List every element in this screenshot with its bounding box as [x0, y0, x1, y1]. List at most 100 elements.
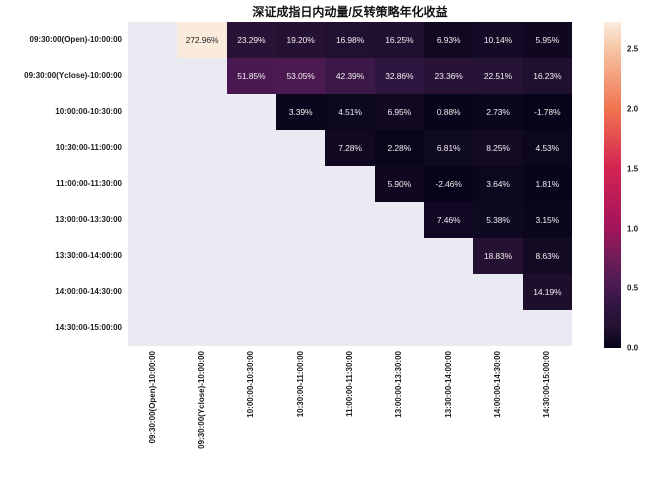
heatmap-cell [374, 274, 424, 310]
x-tick-slot: 13:30:00-14:00:00 [424, 351, 473, 477]
x-tick-label: 09:30:00(Open)-10:00:00 [147, 351, 157, 444]
heatmap-cell [226, 274, 276, 310]
heatmap-cell [374, 202, 424, 238]
heatmap-cell [128, 310, 178, 346]
heatmap-cell: 3.15% [522, 202, 572, 238]
heatmap-cell [473, 274, 523, 310]
heatmap-cell: 3.39% [275, 94, 326, 130]
y-tick-label: 14:30:00-15:00:00 [55, 323, 122, 332]
y-tick-label: 09:30:00(Yclose)-10:00:00 [24, 71, 122, 80]
heatmap-cell [177, 202, 227, 238]
heatmap-cell: 53.05% [275, 58, 326, 94]
heatmap-cell: 23.36% [423, 58, 474, 94]
y-tick-label: 13:30:00-14:00:00 [55, 251, 122, 260]
y-tick-label: 10:00:00-10:30:00 [55, 107, 122, 116]
heatmap-cell: 2.73% [473, 94, 523, 130]
heatmap-cell [325, 166, 375, 202]
heatmap-cell [226, 202, 276, 238]
heatmap-cell [128, 130, 178, 166]
heatmap-cell: 19.20% [275, 22, 326, 58]
y-tick-label: 09:30:00(Open)-10:00:00 [29, 35, 122, 44]
heatmap-cell: 5.90% [374, 166, 424, 202]
heatmap-cell: 14.19% [522, 274, 572, 310]
heatmap-grid: 272.96% 23.29% 19.20% 16.98% 16.25% 6.93% 10.1… [128, 22, 572, 346]
heatmap-cell: 22.51% [473, 58, 523, 94]
heatmap-cell [374, 238, 424, 274]
heatmap-cell: 1.81% [522, 166, 572, 202]
heatmap-cell: 272.96% [177, 22, 227, 58]
heatmap-cell [275, 202, 326, 238]
x-tick-label: 09:30:00(Yclose)-10:00:00 [196, 351, 206, 449]
heatmap-cell: 2.28% [374, 130, 424, 166]
heatmap-cell: 23.29% [226, 22, 276, 58]
x-tick-slot: 10:30:00-11:00:00 [276, 351, 325, 477]
colorbar-tick-label: 1.5 [627, 164, 639, 174]
x-tick-label: 13:00:00-13:30:00 [394, 351, 404, 418]
heatmap-cell [177, 310, 227, 346]
x-tick-label: 11:00:00-11:30:00 [344, 351, 354, 417]
colorbar [604, 22, 621, 348]
heatmap-cell [275, 274, 326, 310]
heatmap-cell: -1.78% [522, 94, 572, 130]
heatmap-cell [275, 130, 326, 166]
x-tick-label: 10:00:00-10:30:00 [246, 351, 256, 418]
x-tick-slot: 14:30:00-15:00:00 [523, 351, 572, 477]
y-tick-label: 11:00:00-11:30:00 [56, 179, 122, 188]
x-tick-slot: 09:30:00(Open)-10:00:00 [128, 351, 177, 477]
heatmap-cell: 0.88% [423, 94, 474, 130]
heatmap-cell [275, 310, 326, 346]
heatmap-cell: 4.53% [522, 130, 572, 166]
heatmap-cell: 4.51% [325, 94, 375, 130]
heatmap-cell [522, 310, 572, 346]
heatmap-cell [226, 130, 276, 166]
heatmap-cell [177, 274, 227, 310]
x-tick-slot: 10:00:00-10:30:00 [227, 351, 276, 477]
colorbar-tick-labels: 0.0 0.5 1.0 1.5 2.0 2.5 [627, 22, 647, 353]
heatmap-cell [128, 58, 178, 94]
y-tick-label: 14:00:00-14:30:00 [55, 287, 122, 296]
x-tick-label: 14:30:00-15:00:00 [542, 351, 552, 418]
heatmap-cell: 18.83% [473, 238, 523, 274]
x-tick-label: 14:00:00-14:30:00 [492, 351, 502, 418]
heatmap-cell [325, 202, 375, 238]
heatmap-cell [226, 94, 276, 130]
colorbar-tick-label: 2.0 [627, 104, 639, 114]
colorbar-tick-label: 1.0 [627, 224, 639, 234]
heatmap-cell [226, 310, 276, 346]
x-tick-label: 10:30:00-11:00:00 [295, 351, 305, 418]
x-tick-slot: 11:00:00-11:30:00 [325, 351, 374, 477]
heatmap-cell: 7.28% [325, 130, 375, 166]
heatmap-cell: 32.86% [374, 58, 424, 94]
heatmap-cell: 6.81% [423, 130, 474, 166]
y-tick-label: 10:30:00-11:00:00 [55, 143, 122, 152]
heatmap-cell: 16.25% [374, 22, 424, 58]
heatmap-cell [226, 238, 276, 274]
y-axis-labels: 09:30:00(Open)-10:00:00 09:30:00(Yclose)-… [0, 22, 122, 346]
x-tick-slot: 14:00:00-14:30:00 [473, 351, 522, 477]
heatmap-cell [128, 274, 178, 310]
colorbar-tick-label: 2.5 [627, 44, 639, 54]
heatmap-cell: 3.64% [473, 166, 523, 202]
heatmap-cell [128, 166, 178, 202]
heatmap-cell: 51.85% [226, 58, 276, 94]
heatmap-cell [423, 310, 474, 346]
heatmap-cell: 6.93% [423, 22, 474, 58]
heatmap-cell: 16.23% [522, 58, 572, 94]
heatmap-cell: 8.25% [473, 130, 523, 166]
heatmap-cell [325, 238, 375, 274]
heatmap-cell [177, 58, 227, 94]
heatmap-cell [226, 166, 276, 202]
x-tick-slot: 13:00:00-13:30:00 [375, 351, 424, 477]
x-tick-slot: 09:30:00(Yclose)-10:00:00 [177, 351, 226, 477]
heatmap-cell [423, 274, 474, 310]
y-tick-label: 13:00:00-13:30:00 [55, 215, 122, 224]
heatmap-cell [177, 238, 227, 274]
x-tick-label: 13:30:00-14:00:00 [443, 351, 453, 418]
heatmap-cell [423, 238, 474, 274]
heatmap-cell [128, 94, 178, 130]
heatmap-cell [177, 166, 227, 202]
heatmap-cell: 42.39% [325, 58, 375, 94]
x-axis-labels: 09:30:00(Open)-10:00:00 09:30:00(Yclose)-… [128, 351, 572, 477]
heatmap-cell [275, 166, 326, 202]
